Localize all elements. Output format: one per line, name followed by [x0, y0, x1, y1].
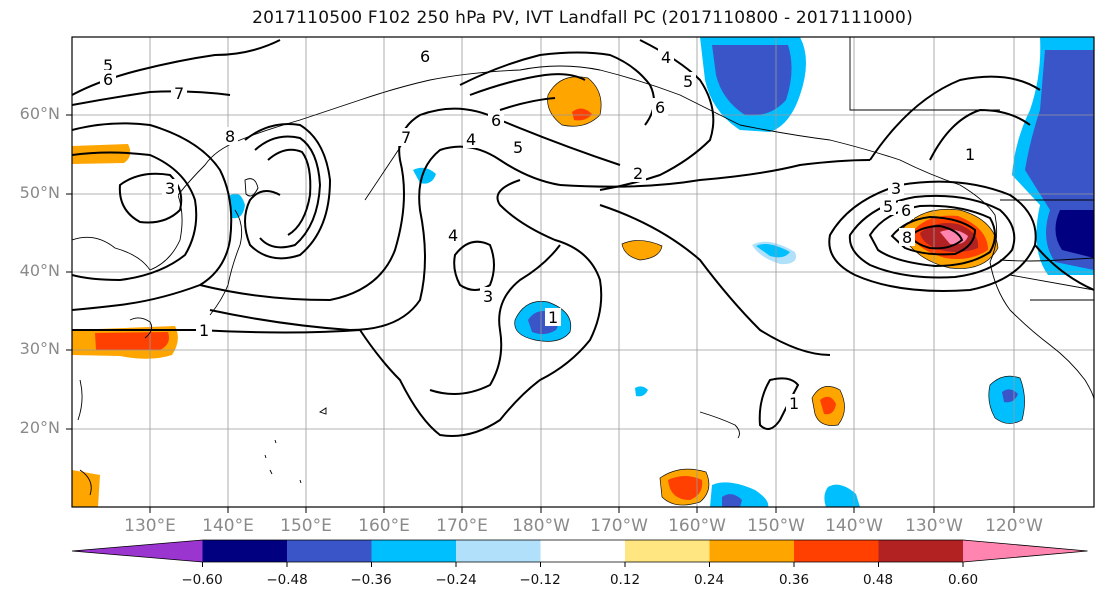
lat-label-30n: 30°N: [19, 339, 60, 358]
contour-label: 3: [483, 287, 493, 306]
lon-label-150e: 150°E: [280, 516, 332, 536]
colorbar-segment: [456, 540, 541, 562]
contour-label: 6: [491, 111, 501, 130]
colorbar-tick-label: −0.24: [435, 572, 477, 588]
colorbar: [71, 539, 1088, 567]
lon-label-160w: 160°W: [668, 516, 726, 536]
lon-label-130w: 130°W: [905, 516, 963, 536]
lat-label-40n: 40°N: [19, 261, 60, 280]
colorbar-tick-label: 0.48: [862, 572, 894, 588]
contour-label: 5: [883, 197, 893, 216]
contour-label: 6: [655, 98, 665, 117]
lon-label-170e: 170°E: [436, 516, 488, 536]
contour-label: 4: [448, 226, 458, 245]
contour-label: 1: [789, 394, 799, 413]
lon-label-120w: 120°W: [985, 516, 1043, 536]
contour-label: 2: [633, 164, 643, 183]
colorbar-segment: [371, 540, 457, 562]
contour-label: 3: [165, 179, 175, 198]
lon-label-150w: 150°W: [747, 516, 805, 536]
lon-label-170w: 170°W: [590, 516, 648, 536]
lon-label-180w: 180°W: [512, 516, 570, 536]
contour-label: 4: [466, 130, 476, 149]
contour-label: 5: [513, 138, 523, 157]
lat-label-20n: 20°N: [19, 418, 60, 437]
contour-label: 7: [174, 84, 184, 103]
colorbar-extend-low: [72, 540, 203, 562]
lon-label-140e: 140°E: [202, 516, 254, 536]
contour-label: 8: [225, 127, 235, 146]
lat-label-50n: 50°N: [19, 183, 60, 202]
pv-contours: [72, 39, 1094, 437]
contour-label: 8: [902, 228, 912, 247]
colorbar-tick-label: −0.36: [350, 572, 392, 588]
contour-label: 6: [901, 201, 911, 220]
contour-label: 1: [548, 308, 558, 327]
colorbar-tick-label: −0.12: [519, 572, 561, 588]
colorbar-extend-high: [963, 540, 1088, 562]
colorbar-segment: [287, 540, 372, 562]
colorbar-tick-label: 0.12: [609, 572, 641, 588]
colorbar-segment: [540, 540, 626, 562]
lat-label-60n: 60°N: [19, 104, 60, 123]
lon-label-140w: 140°W: [825, 516, 883, 536]
lon-label-130e: 130°E: [124, 516, 176, 536]
contour-labels: 5 6 7 8 3 1 6 6 5 4 7 4 3 1 2 4 5 6 3 5 …: [100, 47, 978, 413]
contour-label: 1: [199, 321, 209, 340]
contour-label: 1: [965, 145, 975, 164]
contour-label: 7: [401, 128, 411, 147]
contour-label: 6: [420, 47, 430, 66]
axis-ticks: [66, 114, 1015, 513]
colorbar-segment: [709, 540, 795, 562]
colorbar-tick-label: 0.36: [778, 572, 810, 588]
colorbar-tick-label: −0.48: [266, 572, 308, 588]
colorbar-segment: [625, 540, 710, 562]
lon-label-160e: 160°E: [358, 516, 410, 536]
colorbar-tick-label: −0.60: [181, 572, 223, 588]
contour-label: 5: [683, 72, 693, 91]
colorbar-tick-label: 0.24: [693, 572, 725, 588]
contour-label: 5: [103, 56, 113, 75]
colorbar-segment: [202, 540, 288, 562]
colorbar-segment: [878, 540, 964, 562]
contour-label: 6: [103, 70, 113, 89]
contour-label: 4: [661, 48, 671, 67]
colorbar-segment: [794, 540, 879, 562]
map-title: 2017110500 F102 250 hPa PV, IVT Landfall…: [252, 8, 913, 28]
graticule: [72, 37, 1094, 507]
contour-label: 3: [891, 179, 901, 198]
colorbar-tick-label: 0.60: [947, 572, 979, 588]
